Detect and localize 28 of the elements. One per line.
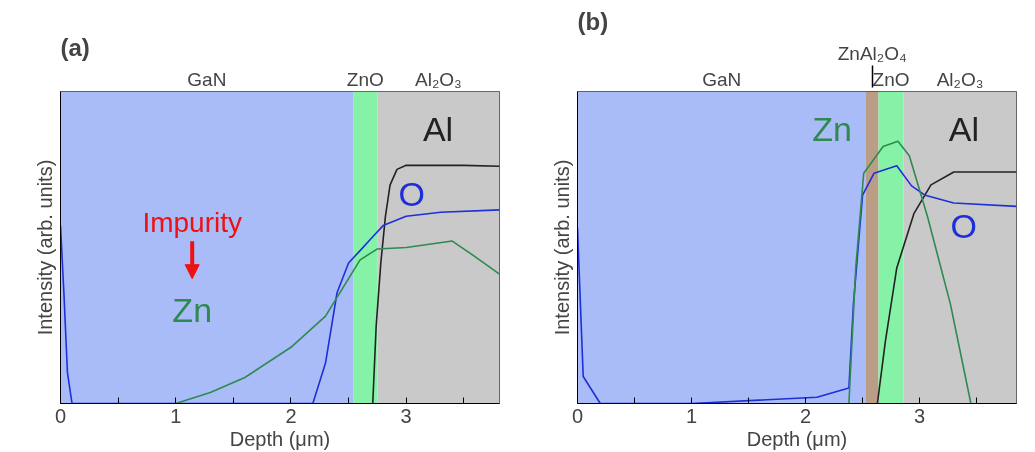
y-axis-title: Intensity (arb. units) — [33, 159, 56, 336]
series-label: Zn — [172, 290, 213, 329]
band-label: ZnO — [872, 68, 910, 90]
x-tick-label: 3 — [400, 404, 412, 427]
x-tick-label: 0 — [54, 404, 67, 427]
x-tick-label: 2 — [799, 404, 812, 427]
band-label: GaN — [702, 68, 742, 90]
x-tick-label: 0 — [571, 404, 584, 427]
x-tick-label: 2 — [285, 404, 297, 427]
band-label: ZnO — [346, 68, 384, 90]
y-axis-title: Intensity (arb. units) — [550, 159, 573, 336]
series-label: O — [950, 206, 978, 245]
x-tick-label: 3 — [914, 404, 926, 427]
series-label: Zn — [812, 109, 852, 148]
series-label: Al — [422, 109, 454, 148]
chart-title: (b) — [577, 7, 609, 35]
band-label: GaN — [187, 68, 227, 90]
chart-title: (a) — [60, 33, 90, 61]
annotation: Impurity — [142, 207, 242, 239]
band-label: Al₂O₃ — [936, 68, 984, 90]
x-axis-title: Depth (μm) — [229, 427, 331, 450]
x-tick-label: 1 — [685, 404, 698, 427]
band-label: Al₂O₃ — [415, 68, 462, 90]
x-axis-title: Depth (μm) — [746, 427, 848, 450]
series-label: Al — [948, 109, 979, 148]
series-label: O — [398, 175, 425, 214]
band-label: ZnAl₂O₄ — [837, 42, 907, 64]
x-tick-label: 1 — [170, 404, 182, 427]
